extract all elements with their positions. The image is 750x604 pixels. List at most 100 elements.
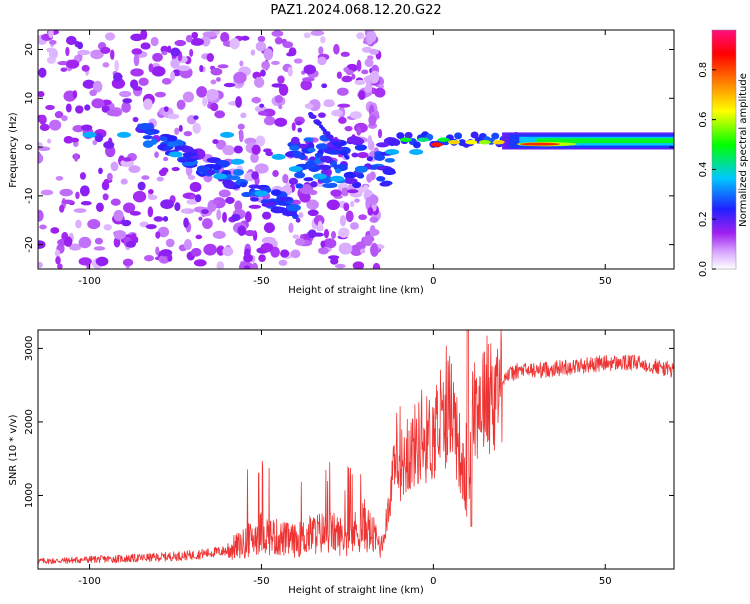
spectrogram-noise-blob — [131, 48, 143, 55]
spectrogram-purple-blob — [134, 236, 139, 244]
spectrogram-feature-blob — [382, 167, 396, 175]
spectrogram-noise-blob — [238, 130, 244, 143]
spectrogram-noise-blob — [368, 194, 379, 205]
spectrogram-hot-blob — [447, 139, 460, 145]
spectrogram-noise-blob — [363, 234, 373, 247]
spectrogram-feature-blob — [239, 181, 248, 188]
spectrogram-noise-blob — [195, 234, 203, 240]
spectrogram-feature-blob — [270, 206, 285, 214]
spectrogram-noise-blob — [101, 104, 110, 113]
spectrogram-cyan-blob — [271, 153, 286, 160]
spectrogram-noise-blob — [349, 111, 363, 120]
spectrogram-noise-blob — [151, 66, 166, 77]
spectrogram-noise-blob — [48, 30, 54, 39]
spectrogram-noise-blob — [110, 198, 121, 206]
snr-frame — [37, 329, 675, 570]
spectrogram-feature-blob — [261, 202, 276, 208]
spectrogram-noise-blob — [170, 71, 176, 82]
spectrogram-noise-blob — [222, 145, 235, 156]
spectrogram-noise-blob — [38, 91, 45, 98]
spectrogram-noise-blob — [216, 209, 222, 221]
spectrogram-noise-blob — [288, 222, 294, 234]
spectrogram-feature-blob — [307, 147, 316, 153]
spectrogram-feature-blob — [137, 122, 154, 131]
figure-title: PAZ1.2024.068.12.20.G22 — [270, 3, 441, 18]
spectrogram-noise-blob — [92, 139, 98, 146]
spectrogram-noise-blob — [206, 88, 219, 101]
spectrogram-noise-blob — [260, 242, 274, 253]
spectrogram-noise-blob — [174, 127, 180, 135]
spectrogram-noise-blob — [307, 209, 319, 217]
spectrogram-purple-blob — [259, 103, 265, 108]
spectrogram-purple-blob — [76, 41, 84, 50]
spectrogram-x-tick-label: -50 — [253, 276, 269, 287]
spectrogram-purple-blob — [145, 224, 157, 230]
spectrogram-noise-blob — [123, 202, 136, 214]
spectrogram-noise-blob — [240, 35, 250, 41]
spectrogram-hot-blob — [437, 137, 450, 142]
spectrogram-noise-blob — [369, 228, 380, 236]
spectrogram-noise-blob — [271, 83, 284, 88]
spectrogram-noise-blob — [82, 79, 96, 89]
spectrogram-noise-blob — [235, 96, 242, 108]
colorbar-label: Normalized spectral amplitude — [738, 73, 749, 227]
spectrogram-noise-blob — [114, 60, 119, 72]
colorbar-gradient — [711, 29, 737, 270]
spectrogram-noise-blob — [75, 191, 80, 200]
spectrogram-purple-blob — [113, 72, 123, 82]
spectrogram-noise-blob — [38, 142, 43, 147]
spectrogram-noise-blob — [73, 153, 79, 162]
spectrogram-feature-blob — [354, 144, 367, 151]
spectrogram-noise-blob — [50, 227, 60, 234]
spectrogram-noise-blob — [163, 156, 169, 162]
spectrogram-noise-blob — [216, 77, 221, 82]
spectrogram-feature-blob — [163, 145, 173, 150]
spectrogram-purple-blob — [251, 144, 261, 155]
colorbar: 0.0 0.2 0.4 0.6 0.8 Normalized spectral ampl… — [698, 29, 749, 277]
spectrogram-purple-blob — [251, 171, 259, 180]
spectrogram-cyan-blob — [385, 148, 400, 155]
spectrogram-band-core — [536, 138, 674, 144]
spectrogram-hot-blob — [519, 142, 560, 146]
spectrogram-cyan-blob — [330, 175, 345, 182]
spectrogram-purple-blob — [231, 213, 241, 222]
spectrogram-purple-blob — [286, 52, 295, 57]
spectrogram-purple-blob — [189, 48, 194, 57]
spectrogram-noise-blob — [369, 70, 380, 84]
spectrogram-feature-blob — [356, 173, 365, 179]
spectrogram-noise-blob — [130, 68, 144, 77]
spectrogram-purple-blob — [212, 139, 219, 145]
spectrogram-feature-blob — [335, 168, 342, 174]
spectrogram-cyan-blob — [254, 190, 269, 197]
spectrogram-noise-blob — [240, 112, 247, 119]
spectrogram-feature-blob — [248, 184, 261, 189]
spectrogram-noise-blob — [250, 49, 256, 56]
spectrogram-noise-blob — [263, 222, 275, 234]
spectrogram-band-blob — [491, 132, 500, 140]
snr-x-tick-label: 50 — [599, 576, 612, 587]
spectrogram-purple-blob — [320, 240, 326, 248]
spectrogram-noise-blob — [190, 37, 204, 46]
spectrogram-noise-blob — [38, 114, 47, 125]
spectrogram-feature-blob — [304, 160, 317, 169]
spectrogram-noise-blob — [154, 91, 166, 98]
spectrogram-noise-blob — [90, 49, 104, 60]
spectrogram-cyan-blob — [82, 131, 97, 138]
spectrogram-band-blob — [392, 138, 401, 146]
spectrogram-purple-blob — [312, 232, 324, 237]
spectrogram-feature-blob — [196, 165, 209, 173]
spectrogram-noise-blob — [183, 238, 192, 251]
spectrogram-noise-blob — [339, 215, 347, 227]
spectrogram-feature-blob — [379, 181, 391, 187]
spectrogram-noise-blob — [122, 258, 134, 267]
spectrogram-feature-blob — [354, 165, 368, 173]
spectrogram-noise-blob — [93, 246, 106, 251]
spectrogram-feature-blob — [166, 141, 178, 147]
spectrogram-noise-blob — [177, 65, 191, 72]
spectrogram-image — [38, 30, 674, 269]
spectrogram-noise-blob — [361, 69, 369, 75]
spectrogram-feature-blob — [182, 152, 197, 157]
spectrogram-noise-blob — [222, 211, 227, 223]
spectrogram-noise-blob — [292, 234, 300, 239]
spectrogram-noise-blob — [101, 180, 110, 191]
